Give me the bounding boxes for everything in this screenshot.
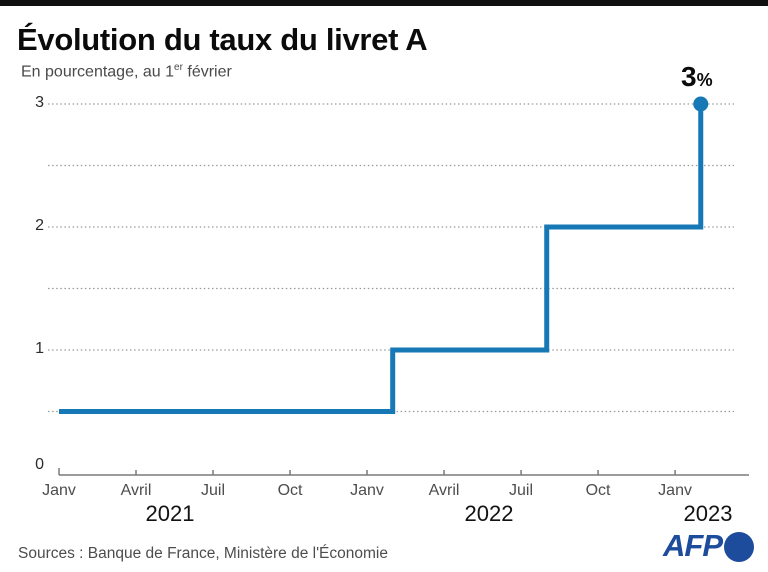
afp-logo-text: AFP [663, 528, 723, 563]
final-value: 3 [681, 61, 697, 92]
y-axis-label-1: 1 [35, 340, 44, 357]
y-axis-label-0: 0 [35, 456, 44, 473]
rate-step-line [59, 104, 704, 414]
y-axis-label-2: 2 [35, 217, 44, 234]
y-axis-label-3: 3 [35, 94, 44, 111]
subtitle-suffix: février [182, 63, 232, 81]
year-label-2022: 2022 [464, 501, 514, 526]
afp-logo-globe-icon [724, 532, 754, 562]
year-label-2023: 2023 [683, 501, 733, 526]
sources-credit: Sources : Banque de France, Ministère de… [18, 545, 388, 562]
year-label-2021: 2021 [145, 501, 195, 526]
x-axis-label: Janv [350, 482, 384, 499]
afp-logo: AFP [663, 529, 754, 562]
final-value-unit: % [696, 70, 713, 90]
x-axis-label: Oct [585, 482, 611, 499]
top-border-bar [0, 0, 768, 6]
chart-subtitle: En pourcentage, au 1er février [21, 62, 232, 81]
subtitle-superscript: er [174, 62, 183, 73]
x-axis-label: Janv [42, 482, 76, 499]
x-axis-label: Janv [658, 482, 692, 499]
x-axis-label: Avril [428, 482, 460, 499]
end-point-marker [693, 96, 709, 112]
x-axis-label: Juil [201, 482, 226, 499]
final-value-label: 3 % [681, 61, 713, 93]
x-axis-label: Oct [277, 482, 303, 499]
x-axis-label: Avril [120, 482, 152, 499]
x-axis-label: Juil [509, 482, 534, 499]
chart-title: Évolution du taux du livret A [17, 22, 428, 57]
subtitle-prefix: En pourcentage, au 1 [21, 63, 175, 81]
